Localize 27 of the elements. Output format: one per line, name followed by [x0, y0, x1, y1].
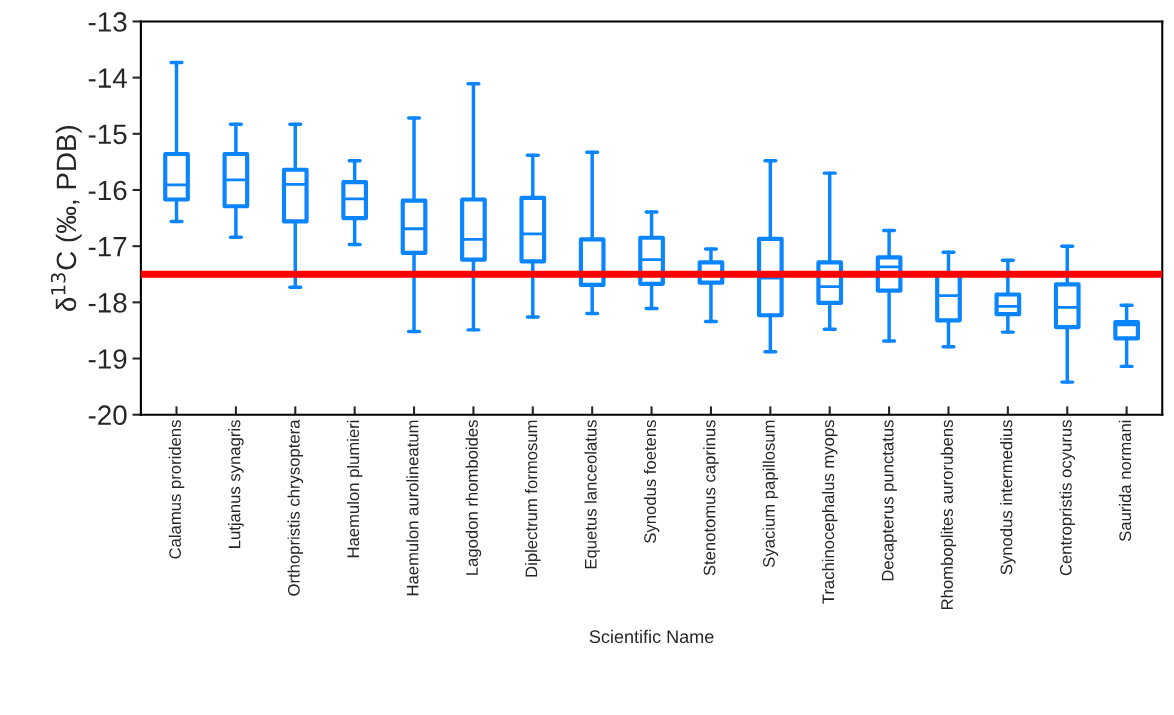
x-tick-label: Saurida normani: [1118, 420, 1132, 542]
x-axis-title: Scientific Name: [589, 629, 714, 644]
x-tick-label: Haemulon aurolineatum: [406, 420, 419, 596]
y-tick-label: -19: [88, 349, 127, 369]
x-tick-label: Synodus foetens: [643, 420, 660, 543]
y-tick-label: -17: [88, 237, 127, 257]
x-tick-label: Equetus lanceolatus: [584, 420, 600, 569]
x-tick-label: Lutjanus synagris: [228, 420, 244, 548]
x-tick-label: Synodus intermedius: [1000, 420, 1016, 575]
y-tick-label: -15: [88, 124, 127, 145]
x-tick-label: Orthopristis chrysoptera: [287, 419, 304, 596]
x-tick-label: Syacium papillosum: [762, 420, 779, 568]
x-tick-label: Stenotomus caprinus: [703, 420, 719, 576]
y-tick-label: -14: [88, 68, 127, 88]
y-tick-label: -20: [88, 405, 127, 426]
x-tick-label: Trachinocephalus myops: [821, 420, 838, 604]
x-tick-label: Decapterus punctatus: [881, 420, 897, 581]
y-tick-label: -16: [88, 180, 127, 201]
y-tick-label: -18: [88, 293, 127, 313]
x-tick-label: Centropristis ocyurus: [1059, 420, 1076, 576]
y-tick-label: -13: [88, 12, 127, 32]
x-tick-label: Lagodon rhomboides: [465, 420, 482, 575]
y-axis-title: δ$^{13}$C (‰, PDB): [50, 125, 82, 311]
x-tick-label: Rhomboplites aurorubens: [940, 420, 957, 610]
x-tick-label: Calamus proridens: [168, 420, 185, 559]
x-tick-label: Haemulon plumieri: [346, 420, 363, 558]
x-tick-label: Diplectrum formosum: [525, 420, 541, 577]
